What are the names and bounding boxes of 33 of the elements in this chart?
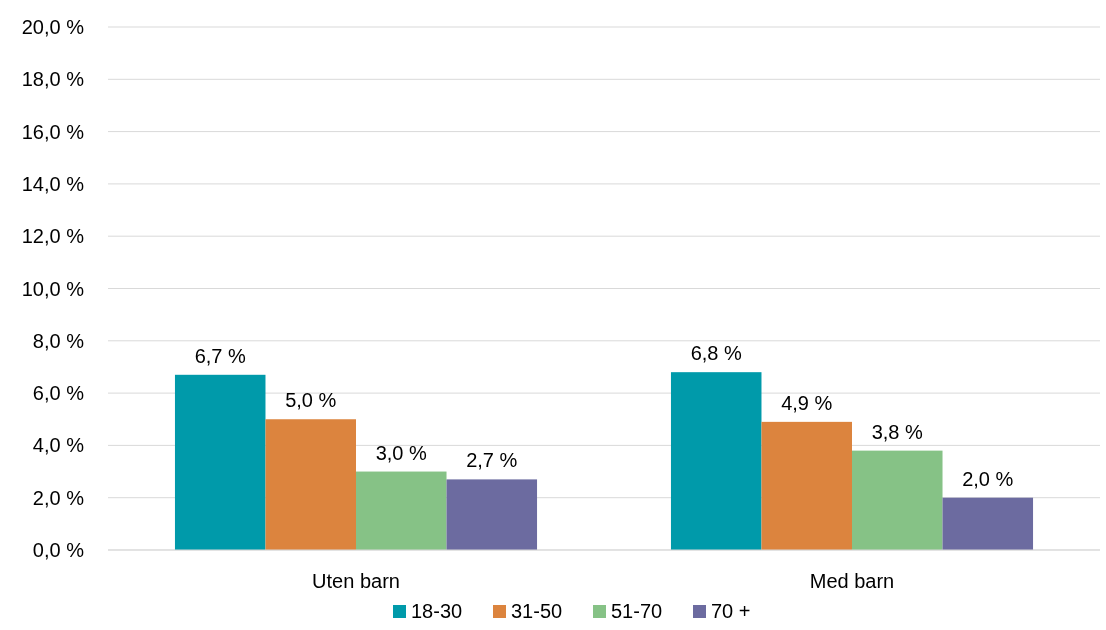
bar (942, 497, 1034, 550)
bar (852, 450, 943, 550)
y-tick-label: 14,0 % (21, 172, 85, 195)
legend-label: 31-50 (511, 600, 563, 622)
y-tick-label: 8,0 % (32, 329, 85, 352)
data-label: 4,9 % (781, 391, 833, 414)
y-tick-label: 10,0 % (21, 277, 85, 300)
bar (356, 471, 447, 550)
bar (761, 421, 852, 550)
bar (265, 419, 356, 550)
data-label: 5,0 % (285, 389, 337, 412)
data-label: 2,0 % (962, 467, 1014, 490)
data-label: 2,7 % (466, 449, 518, 472)
data-label: 6,8 % (690, 342, 742, 365)
y-tick-label: 6,0 % (32, 382, 85, 405)
bar (174, 374, 266, 550)
data-label: 3,8 % (871, 420, 924, 443)
y-tick-label: 2,0 % (32, 486, 85, 509)
legend-label: 18-30 (411, 600, 463, 622)
y-tick-label: 20,0 % (21, 16, 85, 38)
y-tick-label: 18,0 % (21, 68, 85, 91)
y-tick-label: 16,0 % (21, 120, 85, 143)
legend-label: 51-70 (611, 600, 663, 622)
y-tick-label: 0,0 % (32, 539, 85, 561)
data-label: 6,7 % (194, 344, 246, 367)
y-tick-label: 4,0 % (32, 434, 85, 457)
bar (446, 479, 538, 550)
x-tick-label: Med barn (809, 570, 895, 592)
bar (670, 372, 762, 550)
y-tick-label: 12,0 % (21, 225, 85, 248)
x-tick-label: Uten barn (312, 570, 400, 592)
legend-label: 70 + (711, 600, 751, 622)
data-label: 3,0 % (375, 441, 428, 464)
